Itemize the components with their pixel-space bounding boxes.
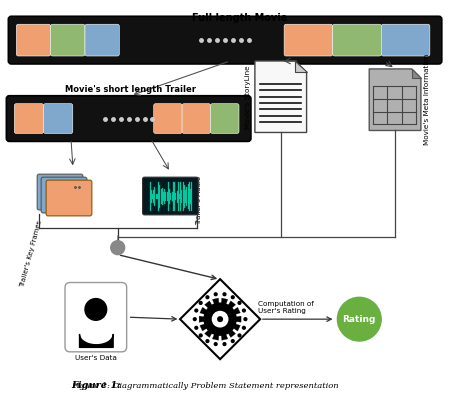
FancyBboxPatch shape [16, 24, 51, 56]
FancyBboxPatch shape [44, 104, 73, 133]
FancyBboxPatch shape [9, 16, 442, 64]
Polygon shape [228, 301, 236, 308]
FancyBboxPatch shape [210, 104, 239, 133]
Circle shape [199, 334, 202, 337]
FancyBboxPatch shape [51, 24, 85, 56]
Circle shape [206, 296, 209, 298]
Text: Computation of
User's Rating: Computation of User's Rating [258, 301, 314, 314]
Text: Movie's StoryLine: Movie's StoryLine [245, 65, 251, 128]
FancyBboxPatch shape [85, 24, 119, 56]
Polygon shape [369, 69, 421, 130]
Circle shape [231, 296, 234, 298]
Text: Rating: Rating [343, 315, 376, 324]
FancyBboxPatch shape [46, 180, 92, 216]
Polygon shape [212, 334, 219, 340]
Circle shape [111, 241, 125, 255]
Text: Trailer's Audio: Trailer's Audio [196, 176, 202, 225]
Polygon shape [233, 324, 240, 331]
Polygon shape [212, 298, 219, 304]
Polygon shape [221, 334, 228, 340]
Polygon shape [199, 316, 204, 322]
Polygon shape [228, 330, 236, 338]
Circle shape [206, 340, 209, 342]
Circle shape [214, 293, 217, 296]
FancyBboxPatch shape [65, 282, 127, 352]
Polygon shape [255, 61, 307, 132]
FancyBboxPatch shape [333, 24, 381, 56]
Circle shape [238, 302, 241, 304]
Polygon shape [236, 316, 241, 322]
Circle shape [238, 334, 241, 337]
Polygon shape [200, 307, 207, 314]
FancyBboxPatch shape [154, 104, 182, 133]
FancyBboxPatch shape [14, 104, 44, 133]
Circle shape [199, 302, 202, 304]
Circle shape [195, 309, 198, 312]
Circle shape [223, 343, 226, 346]
FancyBboxPatch shape [381, 24, 430, 56]
Text: Figure 1: Diagrammatically Problem Statement representation: Figure 1: Diagrammatically Problem State… [71, 382, 338, 390]
Circle shape [218, 317, 222, 322]
Polygon shape [180, 279, 260, 359]
Circle shape [243, 326, 245, 329]
Text: Figure 1:: Figure 1: [71, 381, 121, 390]
FancyBboxPatch shape [41, 177, 87, 213]
FancyBboxPatch shape [284, 24, 333, 56]
FancyBboxPatch shape [6, 96, 251, 141]
Text: Trailer's Key Frames: Trailer's Key Frames [19, 220, 43, 288]
Circle shape [244, 318, 247, 320]
Polygon shape [221, 298, 228, 304]
Circle shape [212, 312, 228, 327]
Circle shape [193, 318, 196, 320]
Circle shape [214, 343, 217, 346]
Polygon shape [411, 69, 421, 78]
Circle shape [243, 309, 245, 312]
Circle shape [204, 303, 236, 335]
Polygon shape [205, 330, 212, 338]
Circle shape [195, 326, 198, 329]
FancyBboxPatch shape [182, 104, 210, 133]
Polygon shape [233, 307, 240, 314]
FancyBboxPatch shape [37, 174, 83, 210]
Circle shape [231, 340, 234, 342]
Circle shape [85, 298, 107, 320]
FancyBboxPatch shape [143, 177, 198, 215]
Polygon shape [205, 301, 212, 308]
Circle shape [223, 293, 226, 296]
Text: User's Data: User's Data [75, 355, 117, 361]
Text: Movie's short length Trailer: Movie's short length Trailer [65, 85, 196, 94]
Polygon shape [295, 61, 307, 72]
Circle shape [337, 297, 381, 341]
Text: Movie's Meta Information: Movie's Meta Information [424, 54, 430, 145]
Polygon shape [200, 324, 207, 331]
Text: Full length Movie: Full length Movie [192, 13, 288, 23]
